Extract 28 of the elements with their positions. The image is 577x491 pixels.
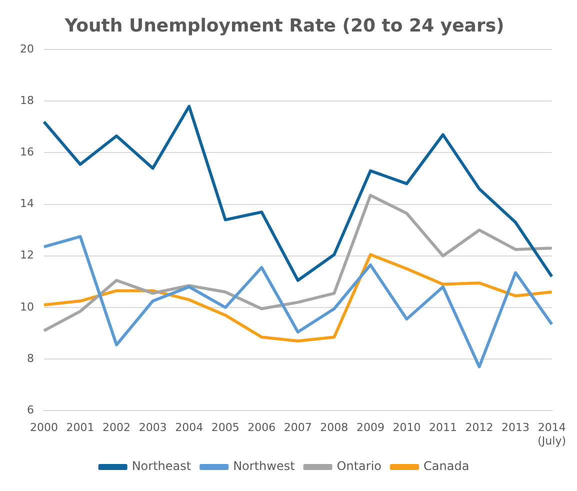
x-tick-label: 2001	[66, 421, 94, 434]
x-tick-label: 2014 (July)	[538, 421, 566, 448]
x-tick-label: 2006	[248, 421, 276, 434]
y-tick-label: 18	[20, 94, 34, 108]
x-tick-label: 2011	[429, 421, 457, 434]
x-tick-label: 2009	[356, 421, 384, 434]
x-tick-label: 2007	[284, 421, 312, 434]
legend-label: Canada	[424, 459, 470, 474]
y-tick-label: 8	[26, 352, 34, 365]
chart-title: Youth Unemployment Rate (20 to 24 years)	[64, 15, 504, 36]
x-tick-label: 2000	[30, 421, 58, 434]
x-tick-label: 2004	[175, 421, 204, 434]
legend-label: Ontario	[336, 459, 382, 474]
y-tick-label: 14	[20, 197, 34, 210]
y-tick-label: 12	[20, 248, 34, 262]
x-tick-label: 2010	[392, 421, 421, 434]
x-tick-label: 2012	[465, 421, 494, 434]
y-tick-label: 16	[20, 146, 34, 159]
x-tick-label: 2008	[320, 421, 348, 434]
legend-label: Northeast	[132, 459, 192, 474]
x-tick-label: 2002	[102, 421, 131, 434]
y-tick-label: 6	[26, 403, 34, 416]
x-tick-label: 2005	[211, 421, 240, 434]
y-tick-label: 10	[20, 300, 34, 314]
x-tick-label: 2013	[502, 421, 530, 434]
y-tick-label: 20	[20, 42, 34, 56]
legend-label: Northwest	[233, 459, 296, 474]
x-tick-label: 2003	[138, 421, 167, 434]
